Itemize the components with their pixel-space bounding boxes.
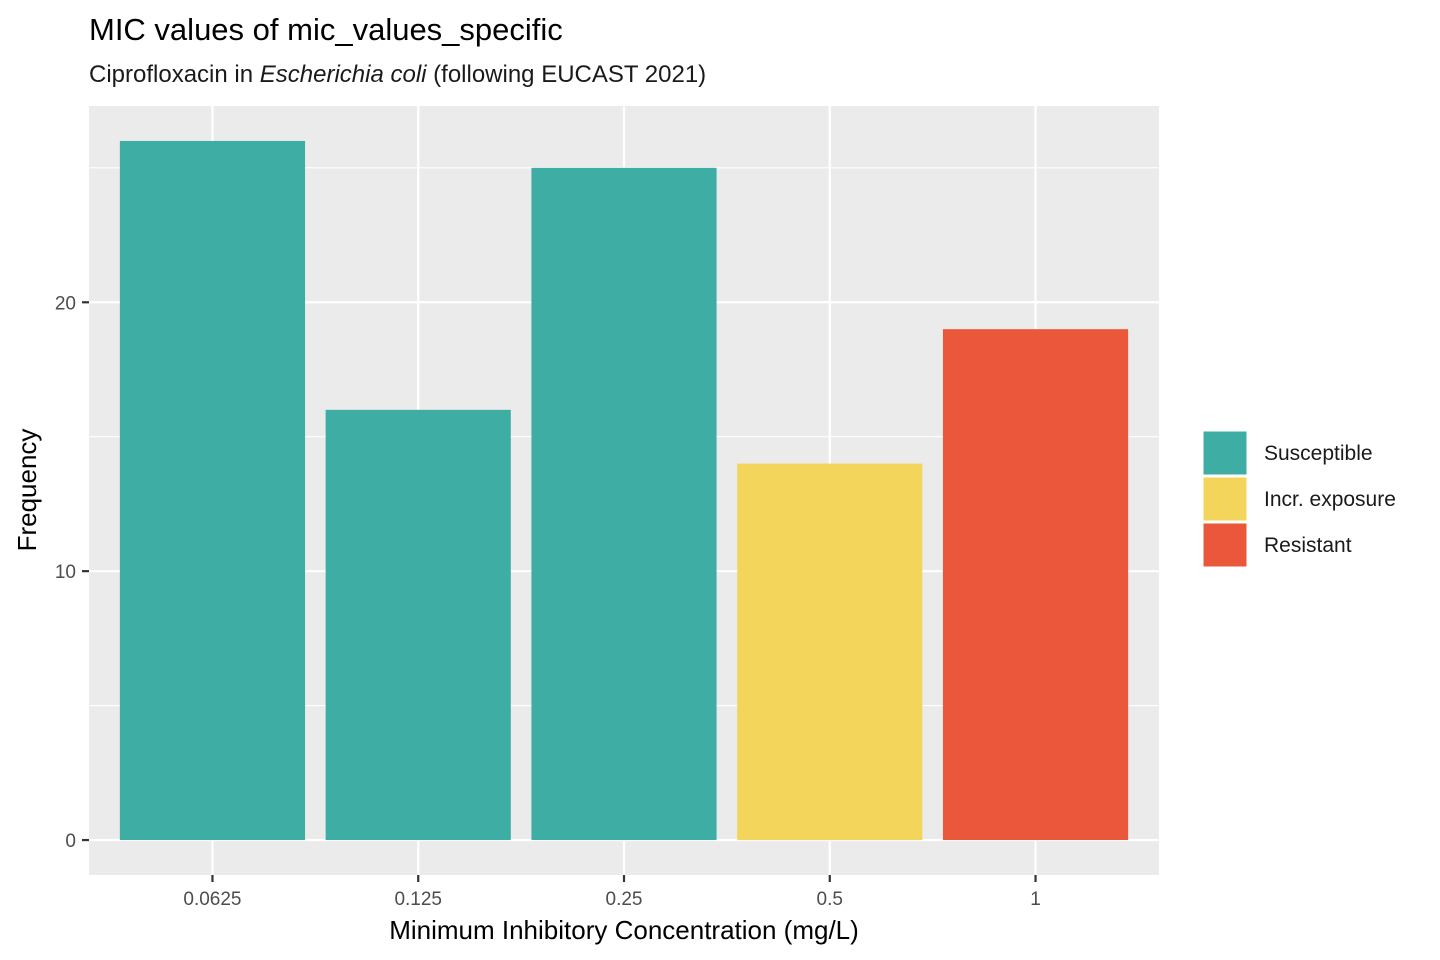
- x-tick-label: 0.0625: [183, 889, 241, 910]
- x-tick-label: 0.5: [817, 889, 843, 910]
- subtitle-organism: Escherichia coli: [260, 61, 427, 88]
- x-tick-label: 0.125: [394, 889, 442, 910]
- bar: [119, 140, 306, 841]
- subtitle-suffix: (following EUCAST 2021): [426, 61, 706, 88]
- chart-subtitle: Ciprofloxacin in Escherichia coli (follo…: [89, 61, 706, 88]
- legend: Susceptible Incr. exposure Resistant: [1202, 430, 1396, 568]
- axes: 0 10 20 0.0625 0.125 0.25 0.5 1: [55, 293, 1041, 910]
- legend-key: [1202, 430, 1248, 476]
- y-axis-title: Frequency: [12, 429, 42, 552]
- x-tick-label: 1: [1030, 889, 1041, 910]
- y-tick-label: 20: [55, 293, 76, 314]
- legend-key: [1202, 522, 1248, 568]
- bar: [325, 409, 511, 841]
- bars: [119, 140, 1129, 841]
- subtitle-prefix: Ciprofloxacin in: [89, 61, 260, 88]
- legend-key: [1202, 476, 1248, 522]
- chart-title: MIC values of mic_values_specific: [89, 12, 563, 47]
- bar: [531, 167, 717, 841]
- bar: [942, 329, 1129, 841]
- x-tick-label: 0.25: [606, 889, 643, 910]
- legend-label: Incr. exposure: [1264, 488, 1396, 511]
- bar: [737, 463, 923, 841]
- y-tick-label: 10: [55, 562, 76, 583]
- x-axis-title: Minimum Inhibitory Concentration (mg/L): [389, 915, 859, 945]
- y-tick-label: 0: [65, 831, 76, 852]
- legend-label: Susceptible: [1264, 442, 1373, 465]
- legend-label: Resistant: [1264, 534, 1352, 557]
